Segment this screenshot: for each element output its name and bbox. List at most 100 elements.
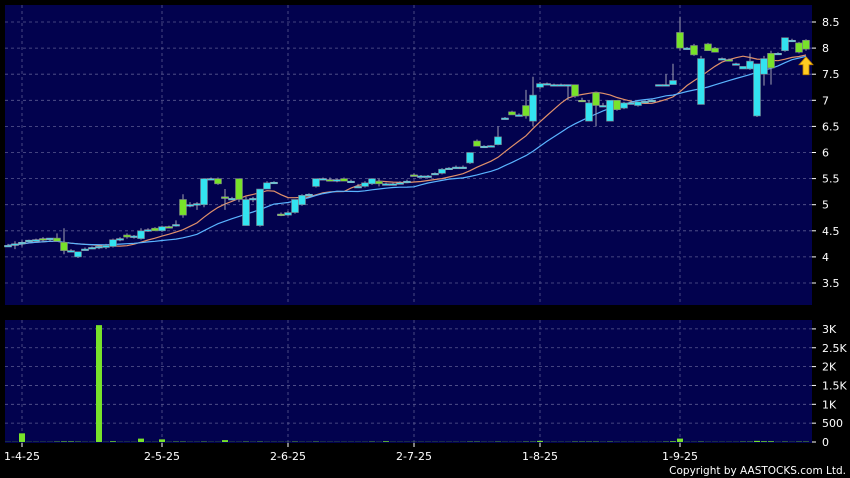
candle-body — [718, 58, 726, 61]
volume-bar — [19, 433, 25, 442]
volume-bar — [159, 439, 165, 442]
candle-body — [802, 39, 810, 50]
candle — [585, 100, 593, 122]
candle-body — [179, 199, 187, 216]
candle-body — [669, 80, 677, 85]
candle-body — [445, 167, 453, 170]
candle — [305, 193, 313, 197]
candle-body — [466, 152, 474, 164]
candle-body — [753, 63, 761, 117]
candle — [767, 50, 775, 85]
candle — [501, 117, 509, 120]
price-tick-label: 6.5 — [822, 120, 840, 133]
candle-body — [578, 100, 586, 103]
candle — [312, 178, 320, 188]
candle-body — [410, 174, 418, 177]
candle-body — [655, 84, 663, 87]
candle-body — [25, 239, 33, 242]
candle-body — [620, 102, 628, 109]
candle — [529, 76, 537, 127]
candle-body — [480, 145, 488, 149]
candle-body — [375, 180, 383, 185]
volume-bar — [138, 438, 144, 442]
price-panel — [5, 5, 812, 305]
volume-bar — [96, 325, 102, 442]
candle — [60, 228, 68, 255]
arrow-up-shape — [798, 56, 814, 76]
candle-body — [389, 183, 397, 186]
candle — [347, 179, 355, 184]
candle — [270, 181, 278, 185]
candle — [578, 97, 586, 103]
candle-body — [662, 84, 670, 87]
volume-tick-label: 1K — [822, 398, 837, 411]
volume-bar — [222, 440, 228, 442]
candle — [298, 194, 306, 206]
candle — [221, 189, 229, 210]
candle — [781, 37, 789, 52]
price-tick-label: 5.5 — [822, 173, 840, 186]
candle — [669, 63, 677, 85]
candle-body — [676, 32, 684, 49]
candle-body — [788, 39, 796, 43]
candle-body — [557, 84, 565, 87]
volume-tick-label: 2K — [822, 361, 837, 374]
price-tick-label: 6 — [822, 147, 829, 160]
candle-body — [193, 203, 201, 206]
candle — [256, 188, 264, 227]
candle-body — [137, 230, 145, 239]
candle-body — [88, 247, 96, 250]
candle-body — [431, 173, 439, 176]
volume-bars — [5, 325, 809, 442]
axes: 3.5 4 4.5 5 5.5 6 6.5 7 7.5 8 8.5 0 500 1K 1.5K 2K 2.5K 3… — [4, 16, 847, 463]
candle — [368, 178, 376, 185]
candle — [263, 181, 271, 190]
volume-tick-label: 3K — [822, 323, 837, 336]
candle-body — [564, 84, 572, 87]
candle-body — [781, 37, 789, 52]
candle-body — [186, 204, 194, 207]
volume-bar — [754, 440, 760, 442]
candle-body — [606, 100, 614, 122]
candle-body — [242, 199, 250, 226]
candle — [697, 55, 705, 105]
candle-body — [4, 245, 12, 248]
volume-tick-label: 2.5K — [822, 342, 847, 355]
candle-body — [795, 42, 803, 53]
candle — [466, 152, 474, 164]
price-tick-label: 8.5 — [822, 16, 840, 29]
price-tick-label: 3.5 — [822, 277, 840, 290]
candle-body — [200, 178, 208, 206]
candle — [459, 165, 467, 169]
candle-body — [368, 178, 376, 185]
candle-body — [277, 213, 285, 216]
candle — [592, 92, 600, 127]
candle-body — [312, 178, 320, 187]
candle-body — [123, 234, 131, 238]
candle-body — [95, 246, 103, 249]
candle-body — [424, 175, 432, 178]
candle-body — [53, 237, 61, 242]
candle — [508, 110, 516, 116]
volume-panel — [5, 320, 812, 443]
candle — [704, 42, 712, 52]
candle-body — [746, 60, 754, 70]
candle — [606, 100, 614, 122]
volume-bar — [61, 441, 67, 442]
candle-body — [683, 47, 691, 50]
candle — [788, 38, 796, 43]
volume-bar — [110, 441, 116, 442]
candle — [361, 181, 369, 188]
copyright: Copyright by AASTOCKS.com Ltd. — [669, 465, 846, 477]
candle-body — [438, 168, 446, 174]
candle-body — [60, 241, 68, 251]
price-tick-label: 4 — [822, 251, 829, 264]
candle-body — [739, 66, 747, 70]
candle — [424, 174, 432, 178]
volume-tick-label: 0 — [822, 436, 829, 449]
price-tick-label: 7 — [822, 94, 829, 107]
candle-body — [130, 235, 138, 238]
volume-tick-label: 1.5K — [822, 379, 847, 392]
price-tick-label: 4.5 — [822, 225, 840, 238]
